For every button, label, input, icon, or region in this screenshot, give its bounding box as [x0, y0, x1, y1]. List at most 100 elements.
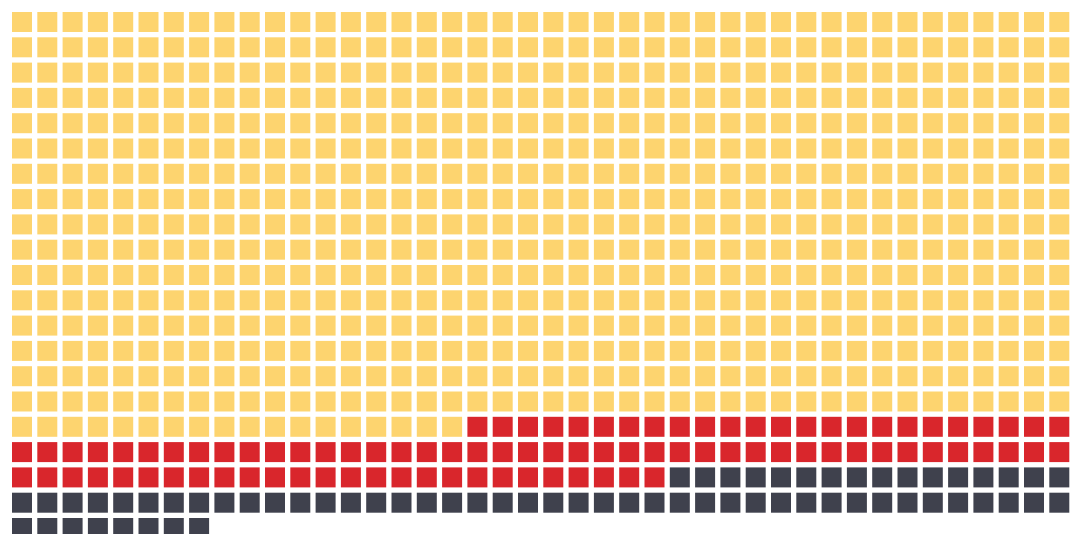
waffle-cell	[442, 366, 463, 387]
waffle-cell	[391, 239, 412, 260]
waffle-cell	[239, 366, 260, 387]
waffle-cell	[518, 214, 538, 235]
waffle-cell	[366, 265, 387, 285]
waffle-cell	[315, 442, 336, 463]
waffle-cell	[214, 442, 235, 463]
waffle-cell	[669, 163, 690, 184]
waffle-cell	[897, 62, 918, 83]
waffle-cell	[1024, 442, 1044, 463]
waffle-cell	[138, 442, 159, 463]
waffle-cell	[568, 366, 589, 387]
waffle-cell	[720, 62, 741, 83]
waffle-cell	[821, 265, 842, 285]
waffle-cell	[492, 12, 513, 32]
waffle-cell	[897, 315, 918, 336]
waffle-cell	[290, 87, 311, 108]
waffle-cell	[290, 290, 311, 311]
waffle-cell	[189, 416, 210, 437]
waffle-cell	[12, 214, 32, 235]
waffle-cell	[1024, 467, 1044, 488]
waffle-cell	[745, 138, 766, 159]
waffle-cell	[568, 340, 589, 361]
waffle-cell	[669, 416, 690, 437]
waffle-cell	[695, 12, 716, 32]
waffle-cell	[113, 340, 134, 361]
waffle-cell	[87, 366, 108, 387]
waffle-cell	[745, 189, 766, 210]
waffle-cell	[948, 62, 969, 83]
waffle-cell	[290, 366, 311, 387]
waffle-cell	[1049, 340, 1070, 361]
waffle-cell	[340, 366, 361, 387]
waffle-cell	[922, 467, 943, 488]
waffle-cell	[998, 492, 1019, 513]
waffle-cell	[315, 340, 336, 361]
waffle-cell	[771, 492, 791, 513]
waffle-cell	[442, 37, 463, 58]
waffle-cell	[416, 442, 437, 463]
waffle-cell	[265, 189, 285, 210]
waffle-cell	[290, 442, 311, 463]
waffle-cell	[366, 138, 387, 159]
waffle-cell	[163, 265, 184, 285]
waffle-cell	[796, 340, 817, 361]
waffle-cell	[593, 12, 614, 32]
waffle-cell	[922, 391, 943, 412]
waffle-cell	[821, 442, 842, 463]
waffle-cell	[138, 416, 159, 437]
waffle-cell	[290, 113, 311, 134]
waffle-cell	[771, 391, 791, 412]
waffle-cell	[543, 391, 564, 412]
waffle-cell	[87, 12, 108, 32]
waffle-cell	[846, 315, 867, 336]
waffle-cell	[720, 163, 741, 184]
waffle-cell	[366, 391, 387, 412]
waffle-cell	[720, 265, 741, 285]
waffle-cell	[138, 37, 159, 58]
waffle-cell	[669, 366, 690, 387]
waffle-cell	[897, 37, 918, 58]
waffle-cell	[948, 37, 969, 58]
waffle-cell	[821, 37, 842, 58]
waffle-cell	[821, 315, 842, 336]
waffle-cell	[442, 163, 463, 184]
waffle-cell	[922, 189, 943, 210]
waffle-cell	[771, 340, 791, 361]
waffle-cell	[846, 467, 867, 488]
waffle-cell	[37, 290, 58, 311]
waffle-cell	[1024, 239, 1044, 260]
waffle-cell	[846, 189, 867, 210]
waffle-cell	[37, 113, 58, 134]
waffle-cell	[340, 467, 361, 488]
waffle-cell	[265, 37, 285, 58]
waffle-cell	[796, 113, 817, 134]
waffle-cell	[239, 163, 260, 184]
waffle-cell	[644, 315, 665, 336]
waffle-cell	[872, 265, 893, 285]
waffle-cell	[214, 315, 235, 336]
waffle-cell	[619, 265, 640, 285]
waffle-cell	[695, 391, 716, 412]
waffle-cell	[897, 12, 918, 32]
waffle-cell	[998, 366, 1019, 387]
waffle-cell	[922, 163, 943, 184]
waffle-cell	[695, 138, 716, 159]
waffle-cell	[568, 467, 589, 488]
waffle-cell	[593, 214, 614, 235]
waffle-cell	[796, 214, 817, 235]
waffle-cell	[366, 189, 387, 210]
waffle-cell	[189, 37, 210, 58]
waffle-cell	[973, 12, 994, 32]
waffle-cell	[518, 138, 538, 159]
waffle-cell	[922, 416, 943, 437]
waffle-cell	[771, 37, 791, 58]
waffle-cell	[239, 12, 260, 32]
waffle-cell	[568, 189, 589, 210]
waffle-cell	[593, 340, 614, 361]
waffle-cell	[1024, 416, 1044, 437]
waffle-cell	[416, 239, 437, 260]
waffle-cell	[214, 113, 235, 134]
waffle-cell	[214, 138, 235, 159]
waffle-cell	[163, 492, 184, 513]
waffle-cell	[644, 214, 665, 235]
